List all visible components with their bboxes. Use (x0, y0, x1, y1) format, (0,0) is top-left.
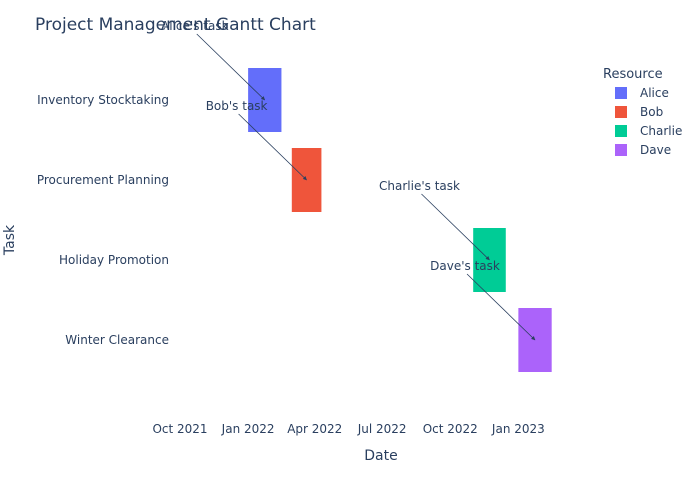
annotation-label: Alice's task (161, 19, 229, 33)
legend-label: Bob (640, 105, 663, 119)
legend-label: Charlie (640, 124, 682, 138)
x-tick-label: Jan 2023 (491, 422, 545, 436)
x-tick-label: Apr 2022 (287, 422, 342, 436)
x-axis-title: Date (364, 448, 397, 464)
legend-swatch (615, 144, 627, 156)
x-tick-label: Jul 2022 (357, 422, 407, 436)
y-axis-title: Task (2, 224, 18, 256)
x-tick-label: Oct 2022 (423, 422, 478, 436)
annotation-arrow (238, 113, 307, 181)
y-tick-label: Procurement Planning (37, 173, 169, 187)
legend-label: Dave (640, 143, 671, 157)
x-tick-label: Oct 2021 (152, 422, 207, 436)
x-tick-label: Jan 2022 (221, 422, 275, 436)
annotations: Alice's task Bob's task Charlie's task Dave… (161, 19, 536, 341)
legend: Resource Alice Bob Charlie Dave (603, 67, 682, 157)
legend-swatch (615, 125, 627, 137)
gantt-bar-dave (518, 308, 552, 372)
legend-swatch (615, 87, 627, 99)
annotation-arrow (466, 273, 536, 341)
gantt-bars (248, 68, 552, 372)
chart-title: Project Management Gantt Chart (35, 15, 316, 35)
y-tick-label: Holiday Promotion (59, 253, 169, 267)
annotation-label: Dave's task (430, 259, 500, 273)
y-tick-label: Winter Clearance (65, 333, 169, 347)
x-axis-ticks: Oct 2021 Jan 2022 Apr 2022 Jul 2022 Oct 2022… (152, 422, 544, 436)
legend-swatch (615, 106, 627, 118)
annotation-arrow (196, 33, 266, 101)
annotation-arrow (421, 193, 490, 261)
legend-items: Alice Bob Charlie Dave (615, 86, 682, 157)
y-tick-label: Inventory Stocktaking (37, 93, 169, 107)
y-axis-ticks: Inventory Stocktaking Procurement Plannin… (37, 93, 169, 347)
legend-label: Alice (640, 86, 669, 100)
annotation-label: Charlie's task (379, 179, 460, 193)
annotation-label: Bob's task (206, 99, 268, 113)
legend-title: Resource (603, 67, 663, 82)
